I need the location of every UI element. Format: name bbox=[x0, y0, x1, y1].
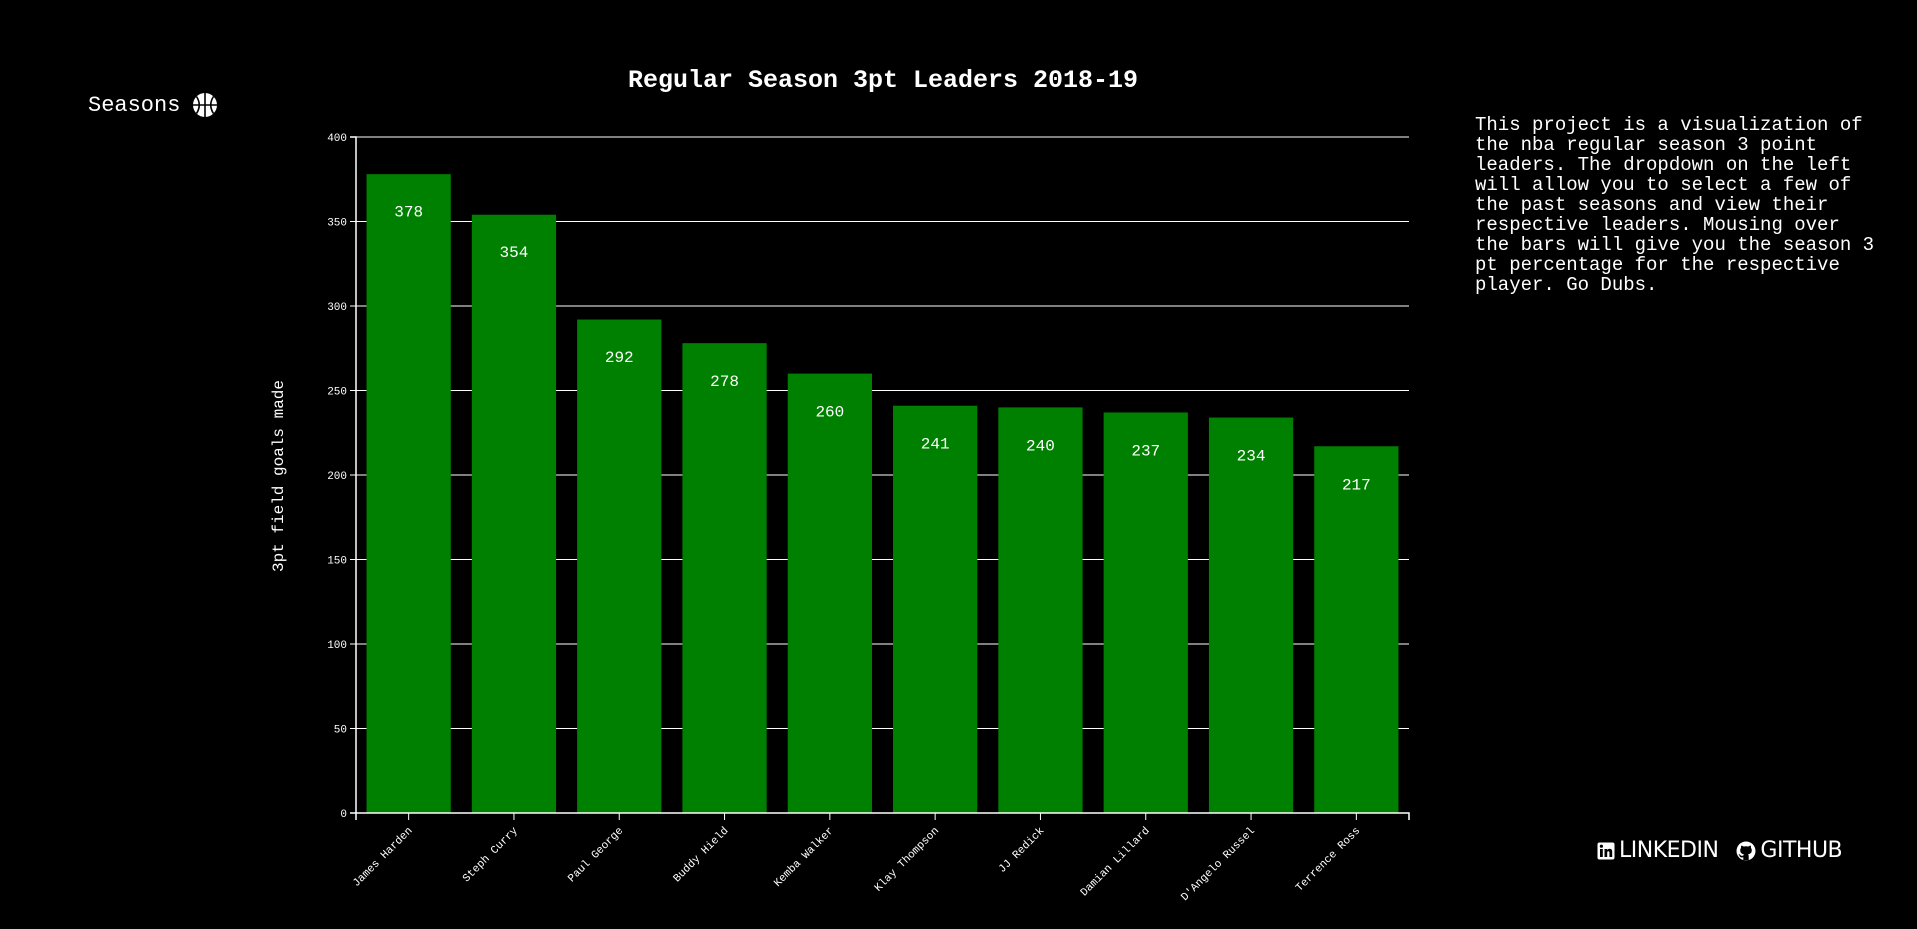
y-tick-label: 150 bbox=[327, 556, 347, 568]
bar-value-label: 278 bbox=[710, 373, 739, 391]
x-tick-label: D'Angelo Russel bbox=[1179, 825, 1258, 904]
bar[interactable] bbox=[1314, 446, 1399, 813]
x-tick-label: Terrence Ross bbox=[1294, 825, 1363, 894]
bar-value-label: 240 bbox=[1026, 437, 1055, 455]
seasons-dropdown-label: Seasons bbox=[88, 92, 181, 118]
x-axis: James Harden Steph Curry Paul George Buddy … bbox=[351, 812, 1410, 904]
bars bbox=[366, 174, 1399, 814]
project-description: This project is a visualization of the n… bbox=[1475, 114, 1875, 296]
x-tick-label: Steph Curry bbox=[461, 825, 521, 885]
data-labels: 378 354 292 278 260 241 240 237 234 217 bbox=[394, 203, 1371, 494]
github-icon bbox=[1736, 841, 1756, 861]
y-axis-line bbox=[350, 136, 357, 814]
social-links: LINKEDIN GITHUB bbox=[1597, 838, 1843, 863]
bar-value-label: 241 bbox=[921, 436, 950, 454]
x-tick-label: Buddy Hield bbox=[672, 825, 732, 885]
seasons-dropdown[interactable]: Seasons bbox=[88, 92, 218, 118]
bar[interactable] bbox=[998, 407, 1083, 813]
bar[interactable] bbox=[682, 343, 767, 813]
linkedin-icon bbox=[1597, 842, 1615, 860]
bar-value-label: 234 bbox=[1237, 447, 1266, 465]
basketball-icon bbox=[192, 92, 218, 118]
y-tick-label: 300 bbox=[327, 302, 347, 314]
bar[interactable] bbox=[787, 373, 872, 813]
github-link[interactable]: GITHUB bbox=[1736, 838, 1843, 863]
bar-value-label: 354 bbox=[500, 244, 529, 262]
y-tick-label: 50 bbox=[334, 725, 347, 737]
bar[interactable] bbox=[893, 405, 978, 813]
bar[interactable] bbox=[1208, 417, 1294, 813]
bar-value-label: 237 bbox=[1131, 442, 1160, 460]
y-tick-label: 250 bbox=[327, 387, 347, 399]
bar[interactable] bbox=[1103, 412, 1188, 813]
chart-title: Regular Season 3pt Leaders 2018-19 bbox=[628, 66, 1138, 95]
bar-value-label: 260 bbox=[815, 403, 844, 421]
y-axis-label: 3pt field goals made bbox=[270, 380, 288, 572]
x-tick-label: Damian Lillard bbox=[1079, 825, 1153, 899]
x-tick-label: Paul George bbox=[566, 825, 626, 885]
x-axis-line bbox=[355, 812, 1410, 820]
linkedin-link[interactable]: LINKEDIN bbox=[1597, 838, 1719, 863]
linkedin-label: LINKEDIN bbox=[1619, 838, 1719, 863]
bar[interactable] bbox=[471, 214, 557, 814]
y-axis: 0 50 100 150 200 250 300 350 400 bbox=[327, 133, 357, 821]
x-tick-label: Kemba Walker bbox=[772, 825, 837, 890]
x-tick-label: James Harden bbox=[351, 825, 416, 890]
bar-value-label: 378 bbox=[394, 203, 423, 221]
x-tick-label: Klay Thompson bbox=[873, 825, 942, 894]
x-tick-label: JJ Redick bbox=[997, 825, 1048, 876]
github-label: GITHUB bbox=[1760, 838, 1843, 863]
bar[interactable] bbox=[577, 319, 662, 813]
y-tick-label: 200 bbox=[327, 471, 347, 483]
bar-value-label: 292 bbox=[605, 349, 634, 367]
bar[interactable] bbox=[366, 174, 451, 813]
bar-value-label: 217 bbox=[1342, 476, 1371, 494]
y-tick-label: 0 bbox=[340, 809, 347, 821]
y-tick-label: 350 bbox=[327, 218, 347, 230]
y-tick-label: 400 bbox=[327, 133, 347, 145]
y-tick-label: 100 bbox=[327, 640, 347, 652]
